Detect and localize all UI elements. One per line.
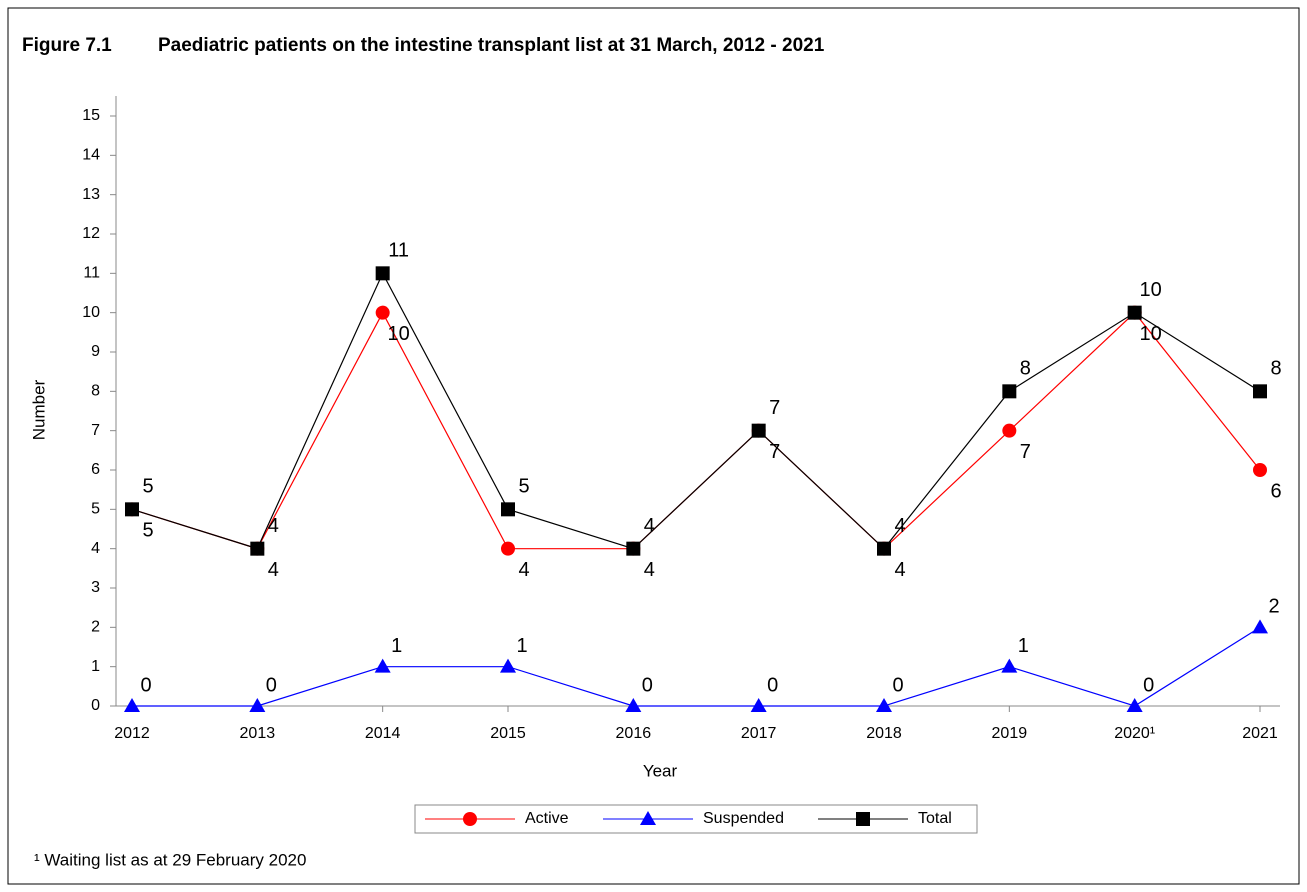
data-label: 0 [1143, 674, 1154, 696]
data-label: 0 [642, 674, 653, 696]
y-tick-label: 4 [91, 540, 100, 557]
chart-title: Figure 7.1 [22, 35, 112, 56]
x-tick-label: 2013 [240, 725, 276, 742]
point [751, 423, 766, 438]
y-tick-label: 2 [91, 619, 100, 636]
x-tick-label: 2021 [1242, 725, 1278, 742]
data-label: 0 [892, 674, 903, 696]
data-label: 5 [518, 476, 529, 498]
data-label: 11 [388, 240, 409, 262]
y-tick-label: 15 [82, 107, 100, 124]
point [375, 266, 390, 281]
point [625, 698, 642, 712]
data-label: 4 [518, 559, 529, 581]
data-label: 2 [1268, 596, 1279, 618]
point [750, 698, 767, 712]
data-label: 7 [769, 441, 780, 463]
x-tick-label: 2014 [365, 725, 401, 742]
legend-label: Total [918, 810, 952, 827]
data-label: 4 [644, 559, 655, 581]
footnote: ¹ Waiting list as at 29 February 2020 [34, 850, 306, 869]
x-tick-label: 2017 [741, 725, 777, 742]
point [375, 305, 390, 320]
legend-marker [856, 812, 870, 826]
x-tick-label: 2020¹ [1114, 725, 1155, 742]
y-tick-label: 13 [82, 186, 100, 203]
point [626, 541, 641, 556]
data-label: 4 [644, 515, 655, 537]
point [501, 541, 515, 556]
data-label: 4 [268, 559, 279, 581]
y-tick-label: 10 [82, 304, 100, 321]
data-label: 0 [140, 674, 151, 696]
data-label: 1 [1018, 635, 1029, 657]
frame [7, 7, 1300, 885]
x-tick-label: 2015 [490, 725, 526, 742]
x-tick-label: 2012 [114, 725, 150, 742]
data-label: 10 [1140, 323, 1162, 345]
y-tick-label: 5 [91, 501, 100, 518]
y-tick-label: 14 [82, 147, 100, 164]
y-tick-label: 1 [91, 658, 100, 675]
point [1001, 658, 1018, 673]
x-axis-label: Year [643, 761, 678, 780]
series-line [131, 271, 1261, 550]
point [249, 698, 266, 712]
x-tick-label: 2019 [992, 725, 1028, 742]
legend-marker [640, 811, 656, 825]
point [500, 658, 516, 673]
data-label: 5 [142, 520, 153, 542]
point [501, 502, 515, 517]
data-label: 0 [266, 674, 277, 696]
y-tick-label: 0 [91, 697, 100, 714]
chart-subtitle: Paediatric patients on the intestine tra… [158, 35, 825, 56]
point [1002, 423, 1017, 438]
point [1252, 619, 1268, 634]
legend-label: Suspended [703, 810, 784, 827]
data-label: 4 [894, 515, 905, 537]
point [1127, 305, 1142, 320]
y-tick-label: 8 [91, 383, 100, 400]
data-label: 7 [769, 397, 780, 419]
point [1002, 384, 1017, 399]
y-tick-label: 11 [83, 265, 100, 282]
point [1126, 698, 1143, 712]
point [250, 541, 265, 556]
data-label: 6 [1270, 480, 1281, 502]
data-label: 4 [268, 515, 279, 537]
data-label: 4 [894, 559, 905, 581]
data-label: 0 [767, 674, 778, 696]
series-line [132, 626, 1261, 707]
data-label: 8 [1270, 358, 1281, 380]
y-tick-label: 3 [91, 579, 100, 596]
y-tick-label: 7 [91, 422, 100, 439]
point [1253, 463, 1267, 477]
legend-label: Active [525, 810, 569, 827]
y-tick-label: 6 [91, 461, 100, 478]
data-label: 10 [1140, 279, 1162, 301]
data-label: 10 [388, 323, 410, 345]
point [125, 502, 139, 517]
y-tick-label: 12 [82, 225, 100, 242]
point [876, 698, 892, 712]
data-label: 1 [516, 635, 527, 657]
x-tick-label: 2018 [866, 725, 902, 742]
legend-marker [463, 812, 477, 826]
data-label: 7 [1020, 441, 1031, 463]
point [124, 698, 140, 712]
data-label: 1 [391, 635, 402, 657]
point [877, 541, 891, 556]
data-label: 5 [142, 476, 153, 498]
y-tick-label: 9 [91, 343, 100, 360]
point [374, 658, 391, 673]
point [1253, 384, 1267, 399]
data-label: 8 [1020, 358, 1031, 380]
x-tick-label: 2016 [616, 725, 652, 742]
y-axis-label: Number [29, 379, 48, 440]
